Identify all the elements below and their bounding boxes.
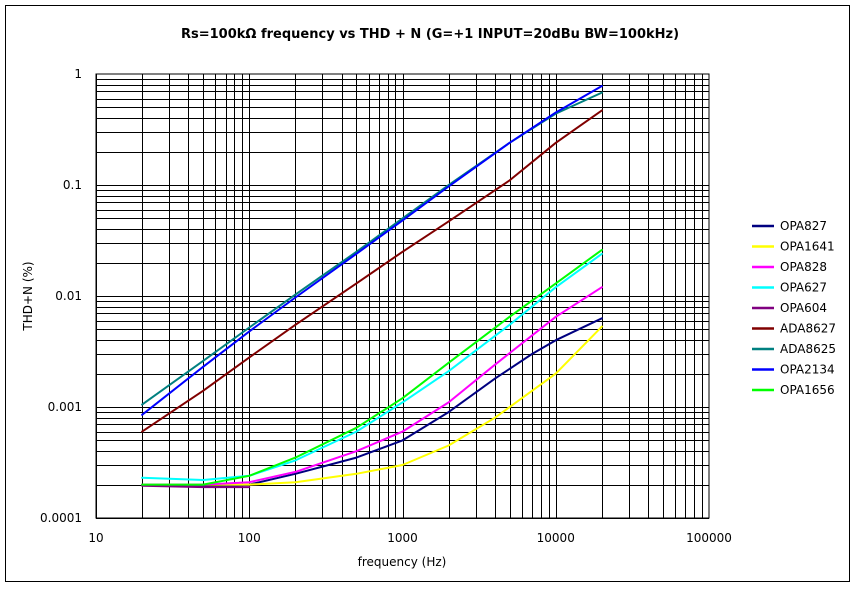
- y-tick-label: 1: [74, 67, 82, 81]
- legend-label-ada8627: ADA8627: [780, 322, 836, 336]
- series-line-opa1641: [141, 325, 603, 486]
- x-tick-labels: 10 100 1000 10000 100000: [88, 531, 732, 545]
- y-axis-label: THD+N (%): [21, 261, 35, 331]
- x-tick-label: 100: [238, 531, 261, 545]
- y-tick-labels: 0.0001 0.001 0.01 0.1 1: [40, 67, 82, 525]
- legend-label-opa1641: OPA1641: [780, 240, 835, 254]
- y-tick-label: 0.01: [55, 289, 82, 303]
- series-layer: [141, 85, 603, 489]
- x-axis-label: frequency (Hz): [358, 555, 447, 569]
- series-line-opa828: [141, 286, 603, 486]
- legend-label-opa627: OPA627: [780, 281, 827, 295]
- legend-label-opa828: OPA828: [780, 260, 827, 274]
- series-line-ada8627: [141, 109, 603, 433]
- y-tick-label: 0.1: [63, 178, 82, 192]
- y-tick-label: 0.0001: [40, 511, 82, 525]
- legend-label-ada8625: ADA8625: [780, 342, 836, 356]
- legend-label-opa827: OPA827: [780, 219, 827, 233]
- legend: OPA827 OPA1641 OPA828 OPA627 OPA604 ADA8627 AD…: [752, 219, 836, 397]
- legend-label-opa2134: OPA2134: [780, 363, 835, 377]
- x-tick-label: 10: [88, 531, 103, 545]
- legend-label-opa1656: OPA1656: [780, 383, 835, 397]
- plot-grid: [95, 73, 710, 519]
- x-tick-label: 10000: [537, 531, 575, 545]
- chart-title: Rs=100kΩ frequency vs THD + N (G=+1 INPU…: [181, 27, 679, 42]
- legend-label-opa604: OPA604: [780, 301, 827, 315]
- series-line-opa2134: [141, 85, 603, 416]
- series-line-opa627: [141, 252, 603, 481]
- x-tick-label: 100000: [686, 531, 732, 545]
- series-line-opa1656: [141, 248, 603, 486]
- series-line-opa604: [141, 484, 251, 489]
- y-tick-label: 0.001: [48, 400, 82, 414]
- x-tick-label: 1000: [387, 531, 418, 545]
